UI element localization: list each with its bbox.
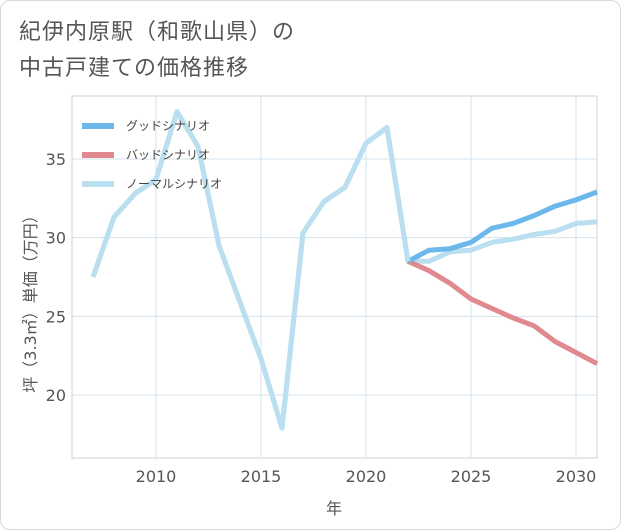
x-tick-label: 2020: [346, 467, 387, 486]
y-tick-label: 25: [46, 307, 66, 326]
x-tick-label: 2025: [451, 467, 492, 486]
x-tick-label: 2010: [136, 467, 177, 486]
title-line-1: 紀伊内原駅（和歌山県）の: [19, 20, 296, 45]
chart-title: 紀伊内原駅（和歌山県）の 中古戸建ての価格推移: [19, 15, 295, 87]
series-line-history: [90, 109, 411, 431]
plot-area: [71, 95, 598, 459]
legend-label: バッドシナリオ: [126, 148, 210, 162]
y-axis-label: 坪（3.3㎡）単価（万円）: [21, 207, 40, 392]
legend-label: グッドシナリオ: [126, 119, 210, 133]
series-line-1: [406, 259, 599, 366]
x-tick-label: 2030: [556, 467, 597, 486]
x-tick-label: 2015: [241, 467, 282, 486]
y-tick-label: 20: [46, 386, 66, 405]
title-line-2: 中古戸建ての価格推移: [19, 56, 250, 81]
series-lines: [90, 109, 599, 431]
legend-label: ノーマルシナリオ: [126, 177, 222, 191]
series-line-0: [406, 189, 598, 264]
y-tick-label: 30: [46, 229, 66, 248]
x-axis-label: 年: [326, 499, 342, 518]
y-tick-label: 35: [46, 150, 66, 169]
